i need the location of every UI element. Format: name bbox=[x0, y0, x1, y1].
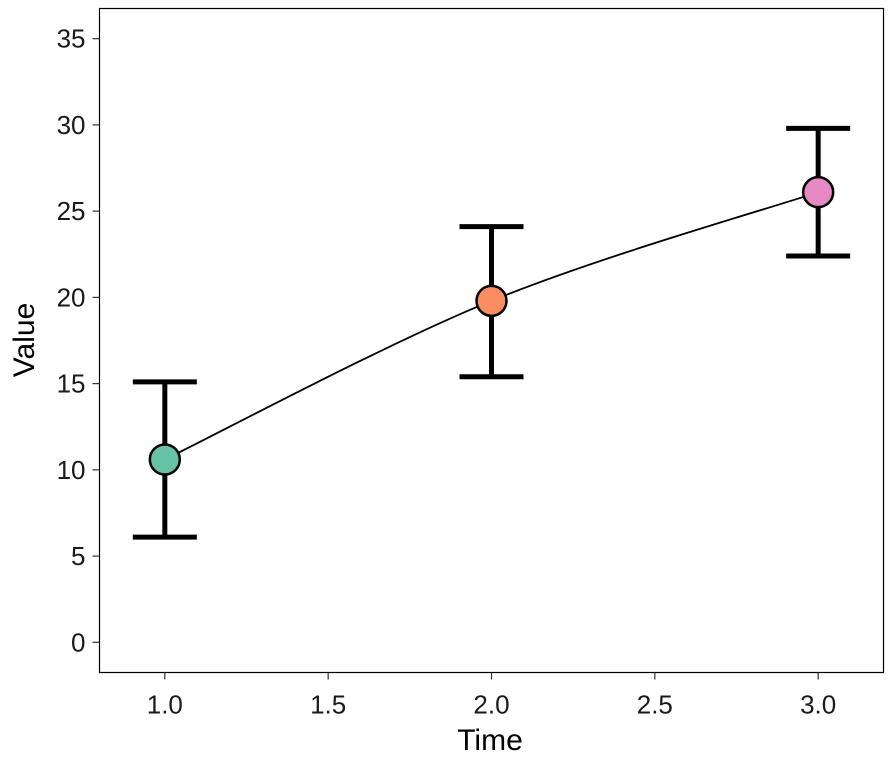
y-tick-label: 10 bbox=[57, 455, 86, 485]
y-tick-label: 25 bbox=[57, 196, 86, 226]
x-tick-label: 2.0 bbox=[473, 690, 509, 720]
x-tick-label: 3.0 bbox=[800, 690, 836, 720]
x-axis: 1.0 1.5 2.0 2.5 3.0 bbox=[147, 672, 836, 720]
x-tick-label: 2.5 bbox=[637, 690, 673, 720]
data-point bbox=[475, 284, 508, 318]
x-tick-label: 1.0 bbox=[147, 690, 183, 720]
x-tick-label: 1.5 bbox=[310, 690, 346, 720]
y-tick-label: 0 bbox=[71, 627, 85, 657]
y-tick-label: 5 bbox=[71, 541, 85, 571]
data-point bbox=[148, 443, 182, 476]
y-axis: 0 5 10 15 20 25 30 35 bbox=[57, 24, 100, 657]
x-axis-title: Time bbox=[457, 724, 523, 757]
y-axis-title: Value bbox=[8, 303, 41, 378]
y-tick-label: 20 bbox=[57, 282, 86, 312]
y-tick-label: 15 bbox=[57, 369, 86, 399]
y-tick-label: 35 bbox=[57, 24, 86, 54]
points-group bbox=[148, 175, 835, 476]
data-point bbox=[801, 175, 835, 209]
y-tick-label: 30 bbox=[57, 110, 86, 140]
